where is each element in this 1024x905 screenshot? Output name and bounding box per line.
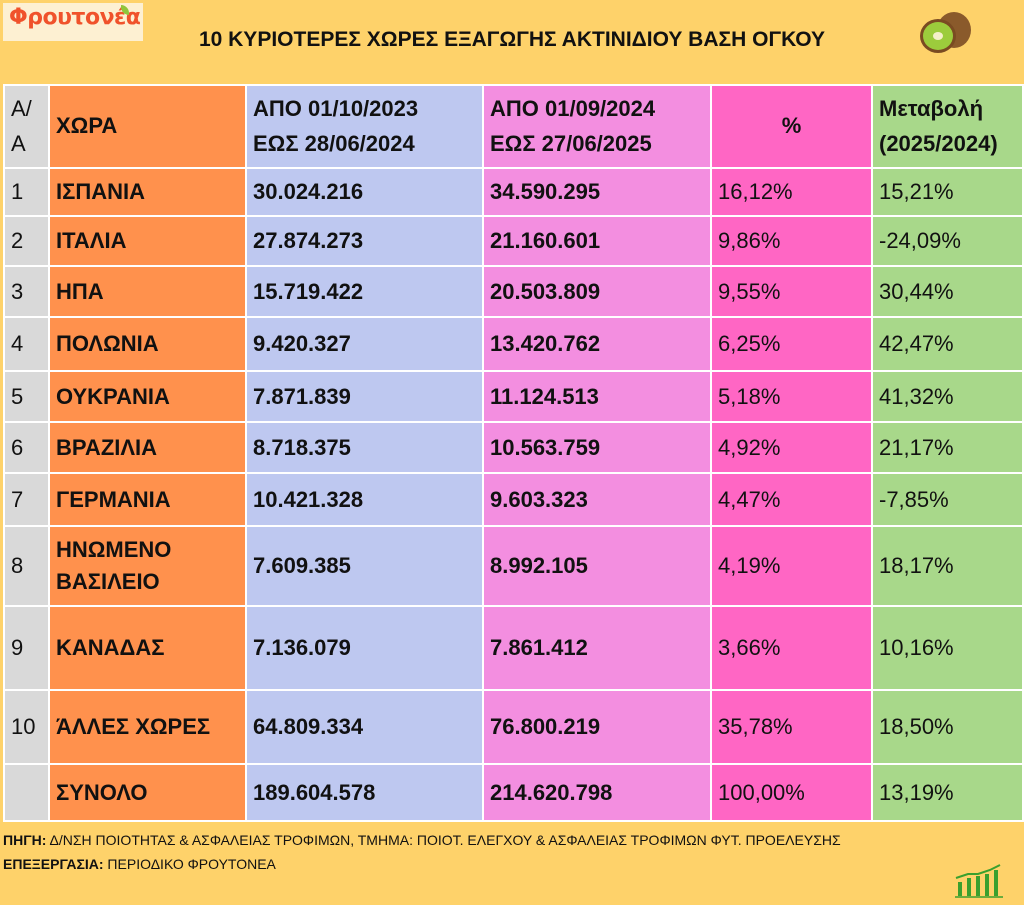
change-cell: 42,47%	[871, 316, 1024, 372]
row-number: 6	[3, 421, 50, 474]
pct-cell: 4,47%	[710, 472, 873, 527]
period1-cell: 9.420.327	[245, 316, 484, 372]
country-cell: ΒΡΑΖΙΛΙΑ	[48, 421, 247, 474]
leaf-icon	[121, 5, 129, 15]
pct-cell: 16,12%	[710, 167, 873, 217]
country-cell: ΟΥΚΡΑΝΙΑ	[48, 370, 247, 423]
country-cell: ΗΠΑ	[48, 265, 247, 318]
header-period1: ΑΠΟ 01/10/2023 ΕΩΣ 28/06/2024	[245, 84, 484, 169]
row-number: 8	[3, 525, 50, 607]
export-table: Α/Α ΧΩΡΑ ΑΠΟ 01/10/2023 ΕΩΣ 28/06/2024 ΑΠ…	[3, 84, 1024, 822]
footer: ΠΗΓΗ: Δ/ΝΣΗ ΠΟΙΟΤΗΤΑΣ & ΑΣΦΑΛΕΙΑΣ ΤΡΟΦΙΜ…	[3, 828, 841, 876]
pct-cell: 9,55%	[710, 265, 873, 318]
change-cell: 10,16%	[871, 605, 1024, 691]
table-row: 5 ΟΥΚΡΑΝΙΑ 7.871.839 11.124.513 5,18% 41,32%	[3, 370, 1024, 423]
table-row: 6 ΒΡΑΖΙΛΙΑ 8.718.375 10.563.759 4,92% 21,17%	[3, 421, 1024, 474]
change-cell: 13,19%	[871, 763, 1024, 822]
period1-cell: 7.136.079	[245, 605, 484, 691]
period1-cell: 10.421.328	[245, 472, 484, 527]
country-cell: ΚΑΝΑΔΑΣ	[48, 605, 247, 691]
table-row: 3 ΗΠΑ 15.719.422 20.503.809 9,55% 30,44%	[3, 265, 1024, 318]
header-aa: Α/Α	[3, 84, 50, 169]
processing-line: ΕΠΕΞΕΡΓΑΣΙΑ: ΠΕΡΙΟΔΙΚΟ ΦΡΟΥΤΟΝΕΑ	[3, 856, 276, 872]
table-row: 7 ΓΕΡΜΑΝΙΑ 10.421.328 9.603.323 4,47% -7,85%	[3, 472, 1024, 527]
table-header: Α/Α ΧΩΡΑ ΑΠΟ 01/10/2023 ΕΩΣ 28/06/2024 ΑΠ…	[3, 84, 1024, 169]
period1-cell: 15.719.422	[245, 265, 484, 318]
change-cell: 18,50%	[871, 689, 1024, 765]
change-cell: -7,85%	[871, 472, 1024, 527]
change-cell: 15,21%	[871, 167, 1024, 217]
period1-cell: 30.024.216	[245, 167, 484, 217]
table-row: 1 ΙΣΠΑΝΙΑ 30.024.216 34.590.295 16,12% 15,21%	[3, 167, 1024, 217]
table-row: 4 ΠΟΛΩΝΙΑ 9.420.327 13.420.762 6,25% 42,47%	[3, 316, 1024, 372]
row-number: 10	[3, 689, 50, 765]
country-cell: ΗΝΩΜΕΝΟ ΒΑΣΙΛΕΙΟ	[48, 525, 247, 607]
change-cell: 30,44%	[871, 265, 1024, 318]
period1-cell: 7.609.385	[245, 525, 484, 607]
pct-cell: 9,86%	[710, 215, 873, 267]
country-cell: ΙΣΠΑΝΙΑ	[48, 167, 247, 217]
country-cell: ΠΟΛΩΝΙΑ	[48, 316, 247, 372]
change-cell: 18,17%	[871, 525, 1024, 607]
header-change: Μεταβολή (2025/2024)	[871, 84, 1024, 169]
period2-cell: 7.861.412	[482, 605, 712, 691]
period2-cell: 9.603.323	[482, 472, 712, 527]
table-row: 8 ΗΝΩΜΕΝΟ ΒΑΣΙΛΕΙΟ 7.609.385 8.992.105 4,19%…	[3, 525, 1024, 607]
header-country: ΧΩΡΑ	[48, 84, 247, 169]
row-number: 7	[3, 472, 50, 527]
period2-cell: 21.160.601	[482, 215, 712, 267]
row-number	[3, 763, 50, 822]
row-number: 2	[3, 215, 50, 267]
country-cell: ΆΛΛΕΣ ΧΩΡΕΣ	[48, 689, 247, 765]
page-title: 10 ΚΥΡΙΟΤΕΡΕΣ ΧΩΡΕΣ ΕΞΑΓΩΓΗΣ ΑΚΤΙΝΙΔΙΟΥ …	[198, 28, 826, 51]
pct-cell: 100,00%	[710, 763, 873, 822]
period1-cell: 27.874.273	[245, 215, 484, 267]
period2-cell: 34.590.295	[482, 167, 712, 217]
change-cell: 21,17%	[871, 421, 1024, 474]
change-cell: 41,32%	[871, 370, 1024, 423]
row-number: 9	[3, 605, 50, 691]
row-number: 4	[3, 316, 50, 372]
logo-text: Φρουτονέα	[9, 5, 141, 30]
change-cell: -24,09%	[871, 215, 1024, 267]
row-number: 3	[3, 265, 50, 318]
period2-cell: 8.992.105	[482, 525, 712, 607]
pct-cell: 4,92%	[710, 421, 873, 474]
source-line: ΠΗΓΗ: Δ/ΝΣΗ ΠΟΙΟΤΗΤΑΣ & ΑΣΦΑΛΕΙΑΣ ΤΡΟΦΙΜ…	[3, 832, 841, 848]
pct-cell: 4,19%	[710, 525, 873, 607]
period2-cell: 20.503.809	[482, 265, 712, 318]
period1-cell: 189.604.578	[245, 763, 484, 822]
pct-cell: 3,66%	[710, 605, 873, 691]
period2-cell: 10.563.759	[482, 421, 712, 474]
row-number: 5	[3, 370, 50, 423]
header-pct: %	[710, 84, 873, 169]
logo: Φρουτονέα	[3, 3, 143, 41]
period1-cell: 8.718.375	[245, 421, 484, 474]
table-row: 2 ΙΤΑΛΙΑ 27.874.273 21.160.601 9,86% -24,09%	[3, 215, 1024, 267]
period2-cell: 13.420.762	[482, 316, 712, 372]
growth-chart-icon	[955, 864, 1003, 898]
kiwi-icon	[920, 12, 971, 53]
period2-cell: 11.124.513	[482, 370, 712, 423]
period2-cell: 214.620.798	[482, 763, 712, 822]
country-cell: ΓΕΡΜΑΝΙΑ	[48, 472, 247, 527]
pct-cell: 6,25%	[710, 316, 873, 372]
period1-cell: 64.809.334	[245, 689, 484, 765]
period1-cell: 7.871.839	[245, 370, 484, 423]
table-row: 10 ΆΛΛΕΣ ΧΩΡΕΣ 64.809.334 76.800.219 35,78% 1…	[3, 689, 1024, 765]
row-number: 1	[3, 167, 50, 217]
table-row: ΣΥΝΟΛΟ 189.604.578 214.620.798 100,00% 13,19…	[3, 763, 1024, 822]
country-cell: ΙΤΑΛΙΑ	[48, 215, 247, 267]
pct-cell: 35,78%	[710, 689, 873, 765]
pct-cell: 5,18%	[710, 370, 873, 423]
period2-cell: 76.800.219	[482, 689, 712, 765]
country-cell: ΣΥΝΟΛΟ	[48, 763, 247, 822]
table-row: 9 ΚΑΝΑΔΑΣ 7.136.079 7.861.412 3,66% 10,16%	[3, 605, 1024, 691]
header-period2: ΑΠΟ 01/09/2024 ΕΩΣ 27/06/2025	[482, 84, 712, 169]
